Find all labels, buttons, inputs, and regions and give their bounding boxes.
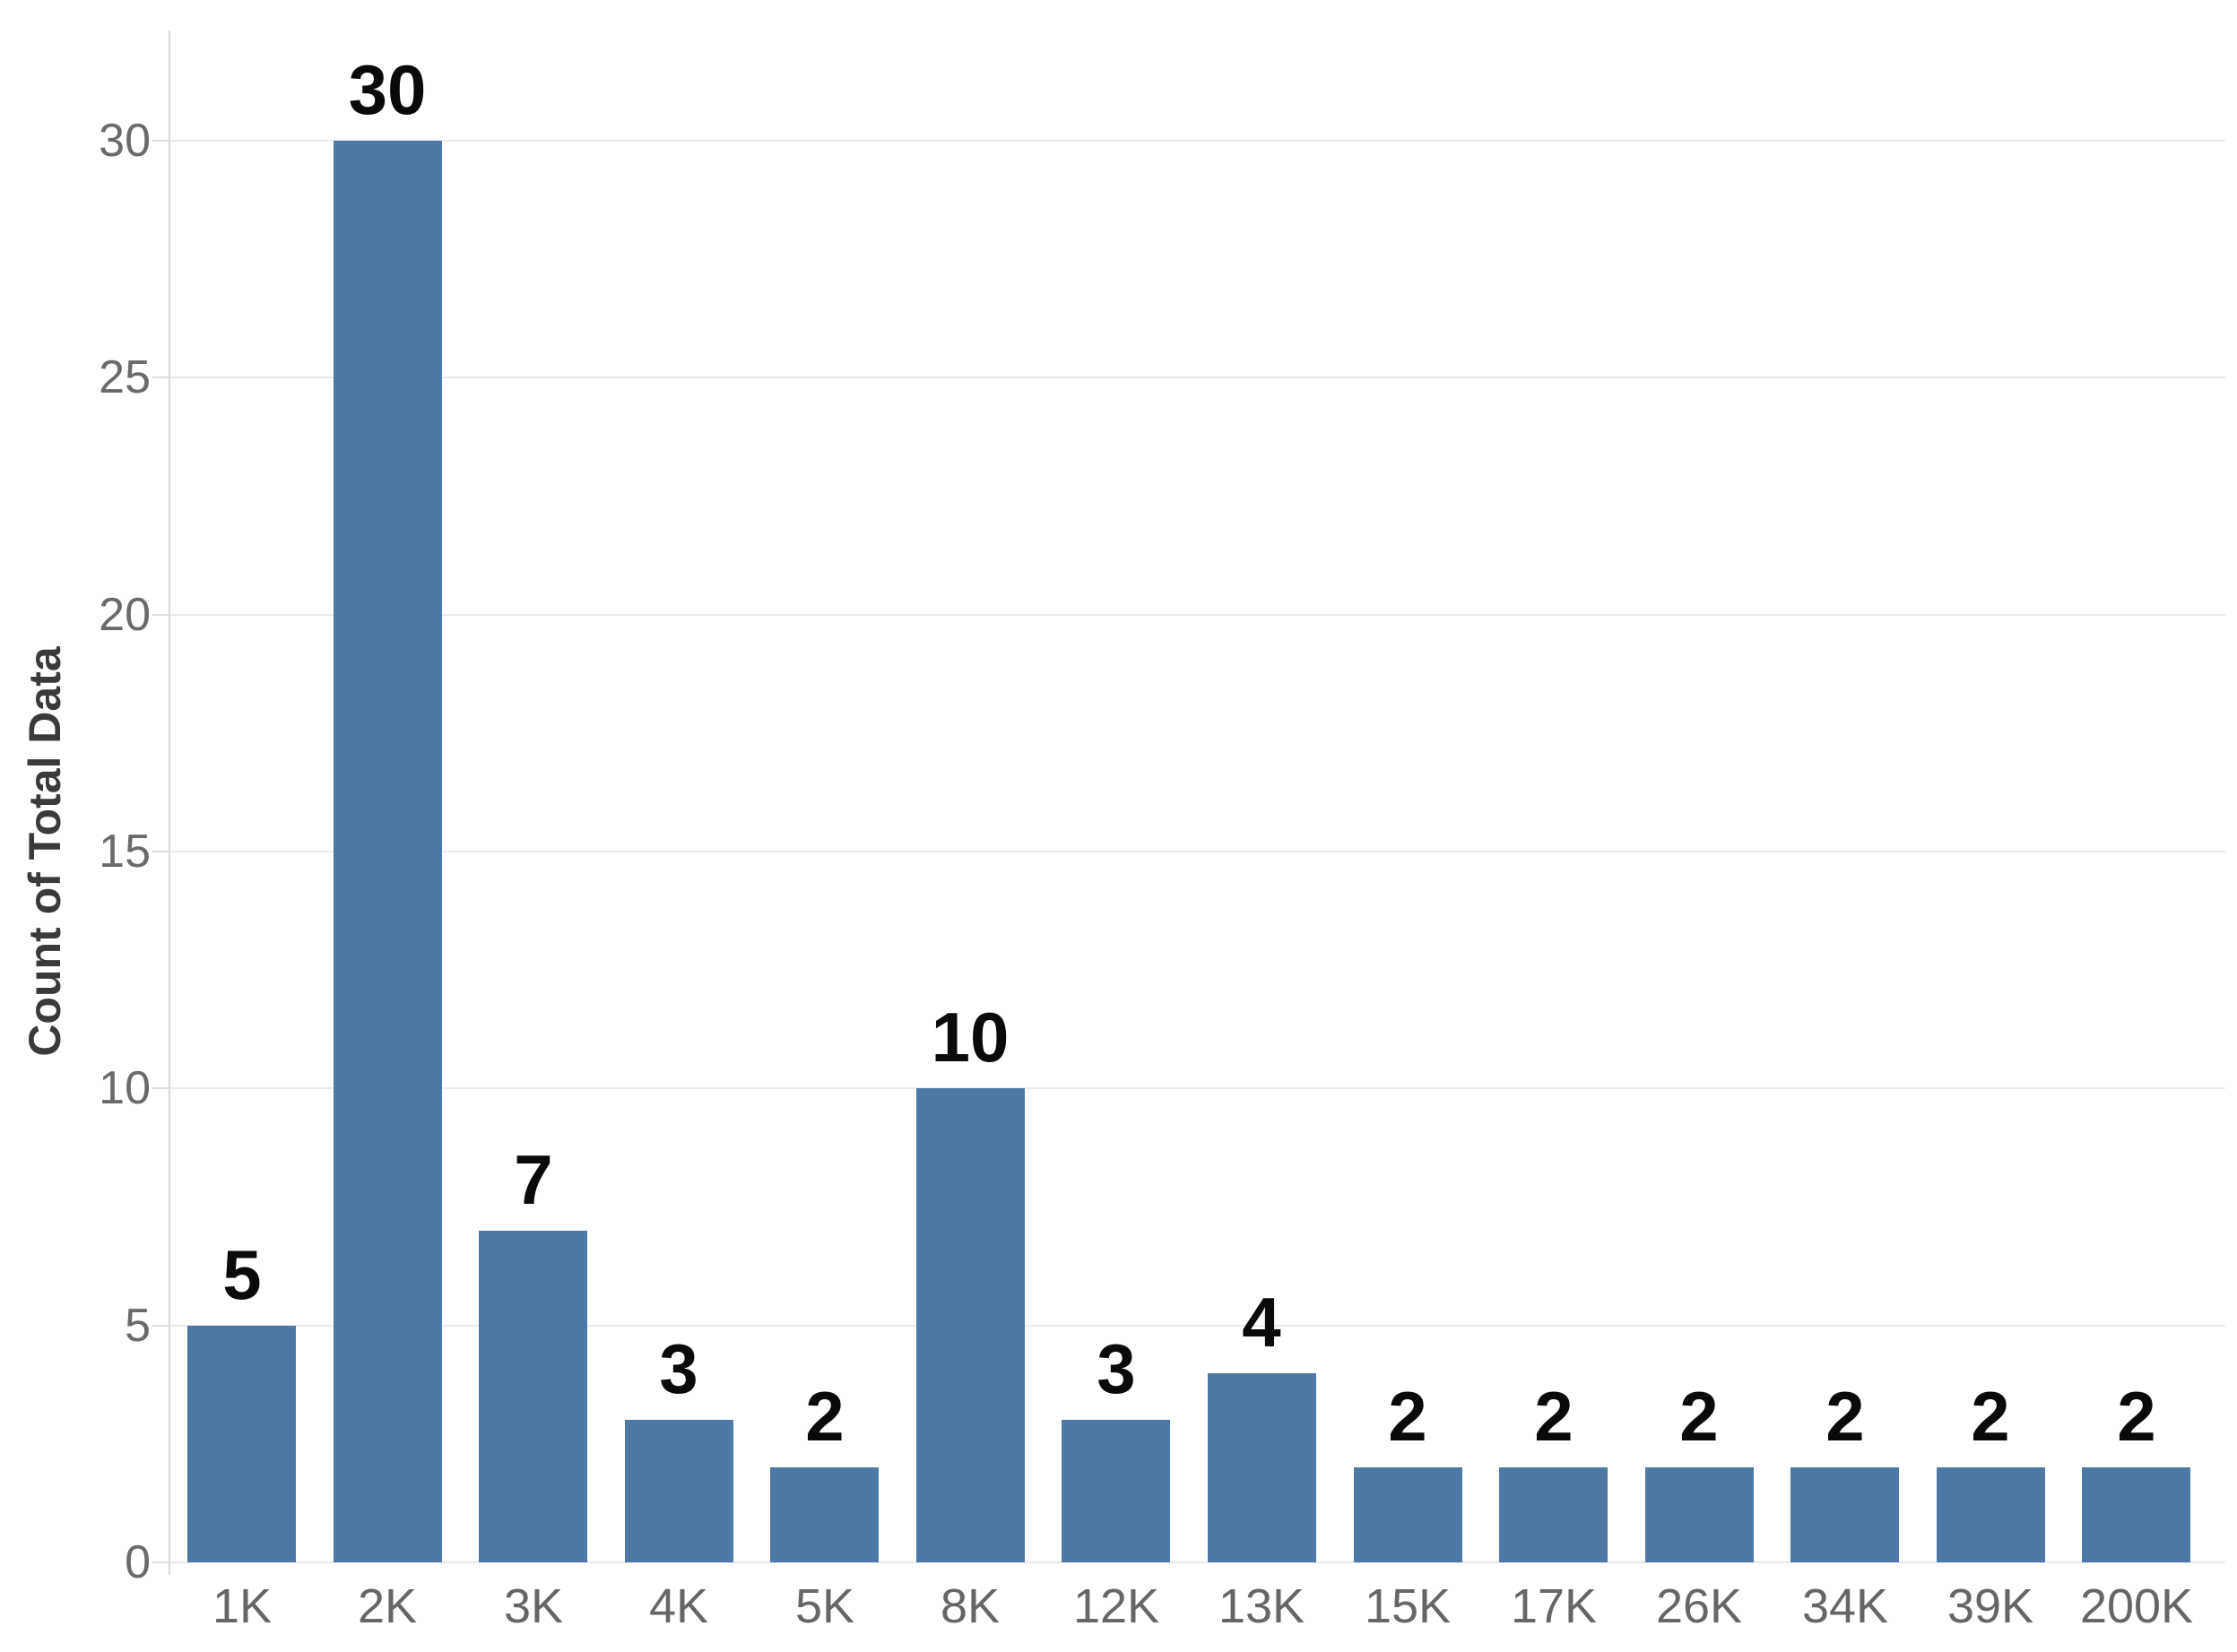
gridline: [170, 1087, 2225, 1090]
bar: [625, 1420, 733, 1562]
bar-value-label: 2: [805, 1377, 845, 1456]
bar: [1354, 1467, 1462, 1562]
bar: [334, 141, 442, 1562]
y-tick-label: 25: [99, 351, 151, 404]
bar-value-label: 3: [659, 1329, 698, 1408]
bar: [916, 1088, 1025, 1562]
x-tick-label: 200K: [2079, 1579, 2194, 1633]
x-tick-label: 5K: [794, 1579, 855, 1633]
x-tick-label: 1K: [212, 1579, 273, 1633]
bar: [1645, 1467, 1754, 1562]
y-tick-mark: [152, 850, 170, 852]
y-tick-label: 15: [99, 825, 151, 878]
x-tick-label: 17K: [1510, 1579, 1598, 1633]
gridline: [170, 376, 2225, 379]
y-tick-label: 5: [125, 1299, 151, 1352]
y-tick-label: 0: [125, 1536, 151, 1588]
y-tick-mark: [152, 1561, 170, 1563]
x-tick-label: 26K: [1655, 1579, 1743, 1633]
bar-value-label: 10: [931, 998, 1010, 1077]
bar: [187, 1326, 296, 1562]
y-tick-mark: [152, 139, 170, 142]
bar-value-label: 30: [348, 50, 427, 129]
bar: [1208, 1373, 1316, 1562]
bar: [2082, 1467, 2190, 1562]
bar-value-label: 4: [1242, 1283, 1281, 1362]
bar: [770, 1467, 879, 1562]
bar-value-label: 2: [1679, 1377, 1719, 1456]
gridline: [170, 613, 2225, 616]
bar-value-label: 2: [2117, 1377, 2156, 1456]
gridline: [170, 850, 2225, 852]
y-tick-mark: [152, 1087, 170, 1090]
x-tick-label: 34K: [1801, 1579, 1889, 1633]
y-tick-mark: [152, 613, 170, 616]
gridline: [170, 1561, 2225, 1563]
x-tick-label: 13K: [1218, 1579, 1305, 1633]
x-tick-label: 39K: [1947, 1579, 2034, 1633]
bar-value-label: 2: [1388, 1377, 1427, 1456]
bar-value-label: 3: [1097, 1329, 1136, 1408]
bar: [1062, 1420, 1170, 1562]
x-tick-label: 12K: [1072, 1579, 1160, 1633]
bar: [1790, 1467, 1899, 1562]
bar: [1937, 1467, 2045, 1562]
x-tick-label: 3K: [503, 1579, 564, 1633]
bar-value-label: 2: [1825, 1377, 1865, 1456]
y-axis-line: [169, 30, 170, 1575]
x-tick-label: 15K: [1364, 1579, 1452, 1633]
y-tick-label: 30: [99, 114, 151, 167]
bar: [1499, 1467, 1608, 1562]
bar-value-label: 2: [1534, 1377, 1574, 1456]
x-tick-label: 2K: [357, 1579, 418, 1633]
y-tick-mark: [152, 1324, 170, 1327]
bar-value-label: 2: [1971, 1377, 2010, 1456]
bar: [479, 1231, 587, 1562]
y-tick-label: 20: [99, 588, 151, 641]
y-tick-mark: [152, 376, 170, 379]
x-tick-label: 8K: [940, 1579, 1001, 1633]
bar-value-label: 7: [514, 1140, 553, 1219]
y-tick-label: 10: [99, 1062, 151, 1115]
gridline: [170, 139, 2225, 142]
x-tick-label: 4K: [648, 1579, 709, 1633]
gridline: [170, 1324, 2225, 1327]
bar-value-label: 5: [222, 1235, 262, 1314]
